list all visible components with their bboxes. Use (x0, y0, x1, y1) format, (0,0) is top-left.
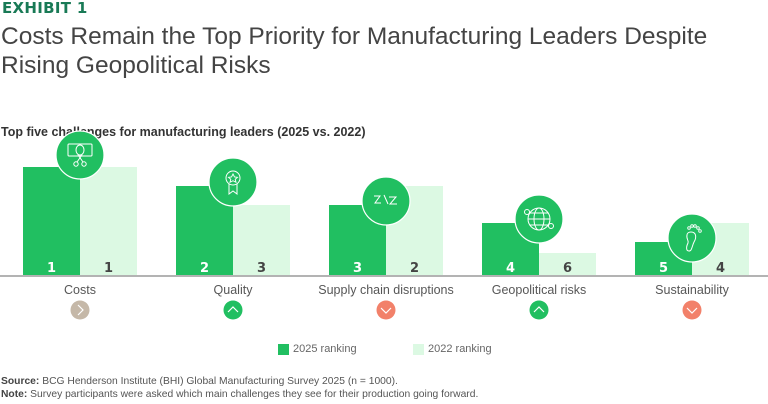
toe (693, 224, 697, 228)
star (227, 172, 239, 184)
note-label: Note: (1, 389, 28, 400)
icon-circle (361, 176, 411, 226)
category-label: Geopolitical risks (492, 283, 586, 297)
arrows (374, 194, 398, 205)
toe (696, 226, 700, 230)
toe (687, 226, 691, 230)
source-label: Source: (1, 376, 40, 387)
rank-label-2022: 6 (563, 261, 572, 276)
source-note: Source: BCG Henderson Institute (BHI) Gl… (1, 376, 398, 387)
scissor-blade (77, 154, 84, 163)
legend-swatch-2022 (413, 343, 424, 355)
bar-2022 (233, 205, 290, 275)
globe-network-icon (514, 194, 564, 244)
trend-circle (376, 300, 396, 320)
trend-circle (223, 300, 243, 320)
legend-label-2025: 2025 ranking (293, 343, 357, 355)
legend-item-2022: 2022 ranking (413, 343, 492, 355)
chevron-down-icon (380, 307, 392, 314)
note-text: Survey participants were asked which mai… (27, 389, 479, 400)
icon-circle (208, 157, 258, 207)
bar-2022 (539, 253, 596, 275)
bill-shape (67, 143, 93, 157)
chevron-right-icon (77, 304, 84, 316)
rank-label-2022: 3 (257, 261, 266, 276)
legend-label-2022: 2022 ranking (428, 343, 492, 355)
rank-label-2022: 2 (410, 261, 419, 276)
bill-oval (75, 144, 85, 156)
trend-circle (529, 300, 549, 320)
rank-label-2022: 4 (716, 261, 725, 276)
rank-label-2025: 3 (353, 261, 362, 276)
legend-item-2025: 2025 ranking (278, 343, 357, 355)
legend-swatch-2025 (278, 343, 289, 355)
ribbon (228, 184, 238, 195)
trend-circle (682, 300, 702, 320)
node (548, 223, 554, 229)
scissor-handle (81, 161, 87, 167)
rank-label-2025: 5 (659, 261, 668, 276)
bar-2022 (80, 167, 137, 275)
supply-chain-arrows-icon (361, 176, 411, 226)
rank-label-2025: 2 (200, 261, 209, 276)
category-label: Quality (214, 283, 254, 297)
toe (698, 229, 702, 233)
chart-title: Costs Remain the Top Priority for Manufa… (1, 23, 708, 79)
money-scissors-icon (55, 130, 105, 180)
bar-2025 (23, 167, 80, 275)
rank-label-2022: 1 (104, 261, 113, 276)
award-ribbon-icon (208, 157, 258, 207)
footprint-icon (667, 213, 717, 263)
category-label: Supply chain disruptions (318, 283, 454, 297)
footer-note: Note: Survey participants were asked whi… (1, 389, 478, 400)
source-text: BCG Henderson Institute (BHI) Global Man… (39, 376, 398, 387)
icon-circle (667, 213, 717, 263)
trend-indicator-same (70, 300, 90, 320)
category-label: Sustainability (655, 283, 729, 297)
node (524, 209, 530, 215)
category-label: Costs (64, 283, 96, 297)
medal (225, 170, 241, 186)
scissor-blade (76, 154, 83, 163)
scissor-handle (73, 161, 79, 167)
foot (686, 231, 697, 252)
trend-indicator-down (376, 300, 396, 320)
exhibit-label: EXHIBIT 1 (2, 0, 88, 17)
chevron-up-icon (227, 306, 239, 313)
trend-indicator-down (682, 300, 702, 320)
trend-circle (70, 300, 90, 320)
rank-label-2025: 4 (506, 261, 515, 276)
chevron-down-icon (686, 307, 698, 314)
rank-label-2025: 1 (47, 261, 56, 276)
trend-indicator-up (223, 300, 243, 320)
trend-indicator-up (529, 300, 549, 320)
chevron-up-icon (533, 306, 545, 313)
